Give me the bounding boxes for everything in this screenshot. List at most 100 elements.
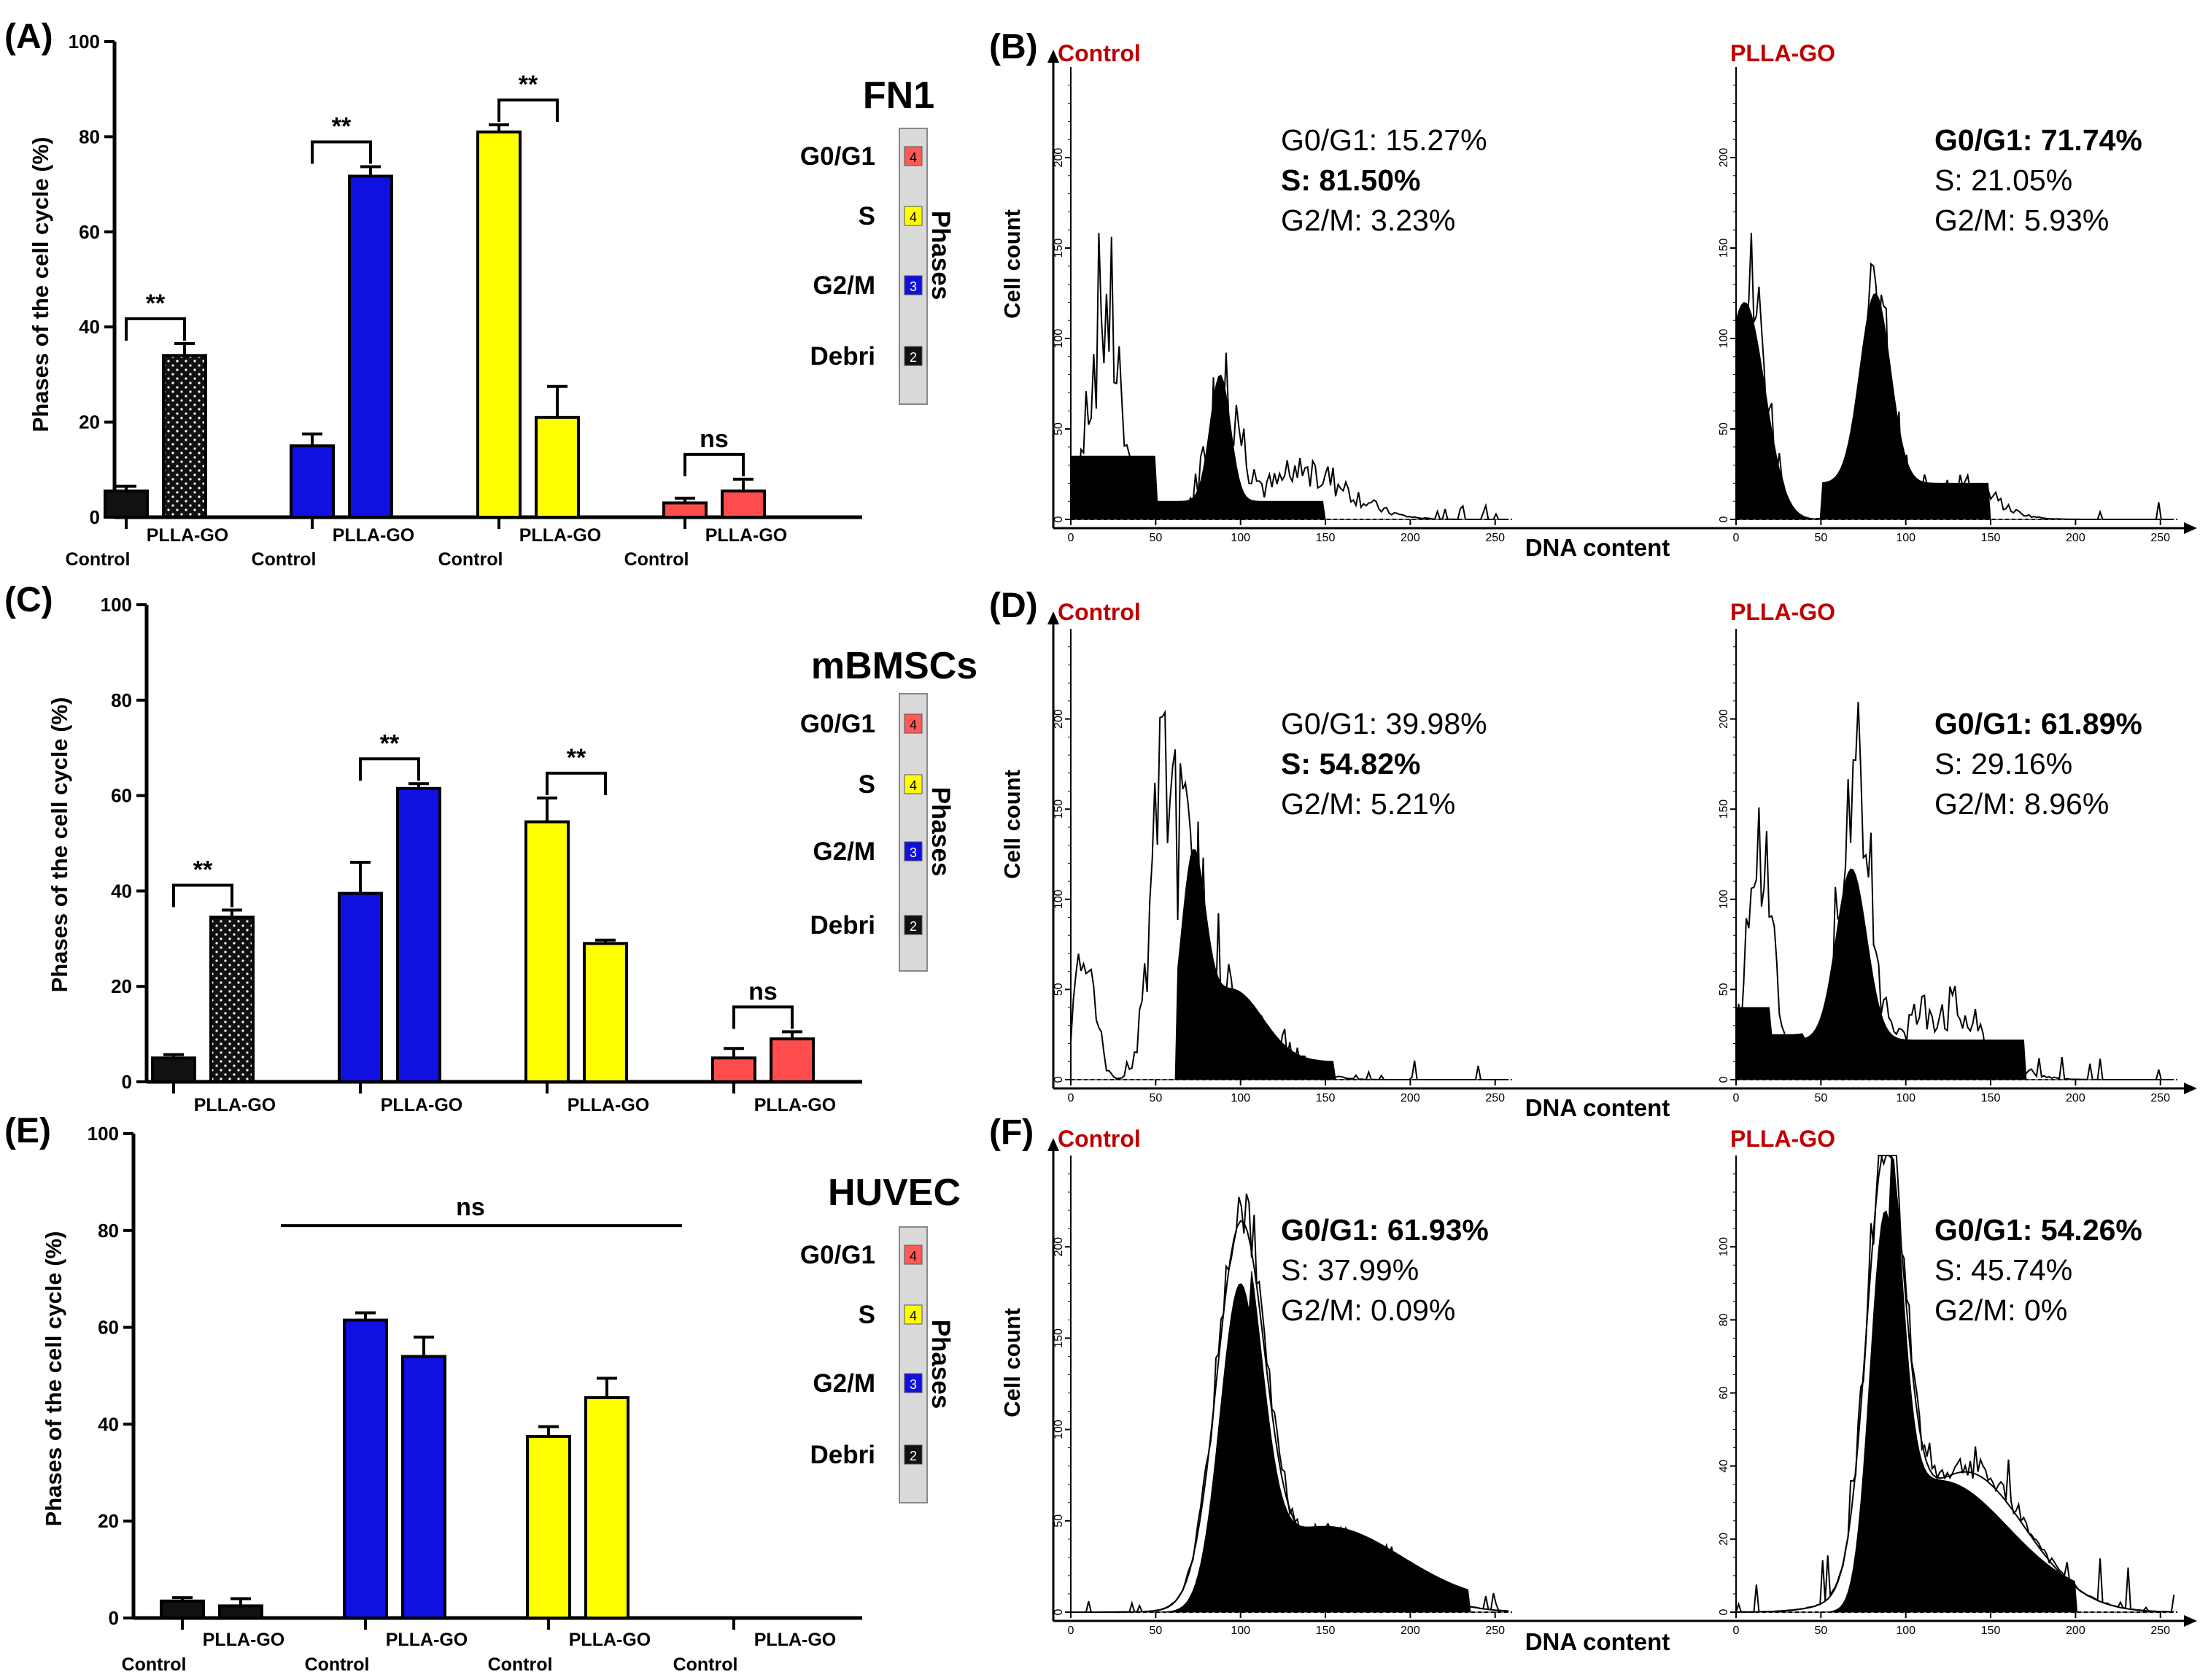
- legend-label: G0/G1: [800, 1241, 875, 1269]
- bar-control-debri: [151, 1056, 196, 1084]
- hist-f-control-title: Control: [1058, 1126, 1141, 1152]
- y-tick-label: 0: [1053, 1609, 1065, 1615]
- x-label-control: Control: [438, 549, 503, 570]
- significance-label: ns: [748, 978, 778, 1005]
- y-tick-label: 100: [1718, 1237, 1730, 1257]
- significance-bracket: [359, 757, 420, 781]
- x-label-pllago: PLLA-GO: [705, 525, 788, 546]
- x-tick-label: 50: [1149, 532, 1162, 544]
- y-tick-label: 40: [79, 316, 100, 338]
- legend-swatch-number: 4: [910, 1309, 917, 1323]
- stat-f-plla-2: G2/M: 0%: [1934, 1293, 2067, 1327]
- y-tick-label: 150: [1053, 1328, 1065, 1348]
- histogram-control: 0 50 100 150 200 0 50 100 150 200 250: [1053, 1156, 1512, 1637]
- significance-label: **: [146, 290, 166, 317]
- histogram-outline: [1070, 233, 1509, 520]
- y-axis-arrowhead: [1047, 1138, 1059, 1151]
- x-tick-label: 250: [1485, 1625, 1505, 1637]
- legend-label: Debri: [810, 1441, 875, 1469]
- bar-plla-go-debri: [209, 916, 255, 1083]
- legend-label: S: [859, 1301, 875, 1329]
- y-tick-label: 200: [1053, 1237, 1065, 1257]
- bar-plla-go-g0g1: [770, 1037, 815, 1084]
- legend-title-mbmscs: mBMSCs: [811, 645, 977, 687]
- significance-bracket: [546, 771, 607, 795]
- significance-label: **: [193, 856, 213, 884]
- y-tick-label: 20: [1718, 1533, 1730, 1546]
- hist-d-control-title: Control: [1058, 599, 1141, 625]
- y-tick-label: 80: [1718, 1313, 1730, 1326]
- legend-swatch-g2m: [904, 841, 923, 862]
- bar-charts: 020406080100PLLA-GOControl**PLLA-GOContr…: [66, 31, 955, 1675]
- stat-f-ctrl-1: S: 37.99%: [1281, 1253, 1419, 1287]
- significance-bracket: [732, 1005, 794, 1029]
- legend-swatch-g0g1: [904, 1244, 923, 1265]
- x-tick-label: 50: [1149, 1092, 1162, 1104]
- histogram-control: 0 50 100 150 200 0 50 100 150 200 250: [1053, 629, 1512, 1104]
- legend-swatch-number: 4: [910, 778, 917, 793]
- x-tick-label: 150: [1981, 532, 2001, 544]
- x-tick-label: 200: [1401, 1625, 1420, 1637]
- x-tick-label: 50: [1814, 532, 1827, 544]
- legend-label: Debri: [810, 342, 875, 371]
- legend-swatch-g0g1: [904, 713, 923, 734]
- y-tick-label: 200: [1718, 148, 1730, 168]
- x-label-control: Control: [66, 549, 131, 570]
- y-tick-label: 100: [1718, 329, 1730, 349]
- stat-d-plla-2: G2/M: 8.96%: [1934, 787, 2109, 821]
- bar-control-g0g1: [662, 501, 708, 519]
- y-tick-label: 100: [1053, 329, 1065, 349]
- significance-bracket: [497, 98, 559, 123]
- x-tick-label: 150: [1981, 1092, 2001, 1104]
- legend-swatch-s: [904, 206, 923, 226]
- bar-chart-1: 0 20 40 60 80 100 PLLA-GO ** PLLA-GO ** PLLA-GO ** P…: [101, 594, 955, 1115]
- significance-label: **: [332, 112, 352, 140]
- x-label-pllago: PLLA-GO: [147, 525, 229, 546]
- legend-swatch-number: 4: [910, 150, 917, 165]
- bar-plla-go-g2m: [396, 786, 441, 1084]
- overall-significance-label: ns: [456, 1193, 485, 1221]
- hist-b-control-title: Control: [1058, 40, 1141, 66]
- stat-f-ctrl-2: G2/M: 0.09%: [1281, 1293, 1455, 1327]
- x-label-pllago: PLLA-GO: [519, 525, 602, 546]
- x-tick-label: 0: [1068, 1092, 1074, 1104]
- legend-swatch-g2m: [904, 1373, 923, 1393]
- xlabel-b: DNA content: [1525, 534, 1670, 561]
- y-tick-label: 100: [1718, 889, 1730, 909]
- stat-b-plla-0: G0/G1: 71.74%: [1934, 123, 2142, 157]
- histogram-outline-secondary: [1736, 1155, 2174, 1613]
- significance-bracket: [125, 317, 186, 341]
- y-tick-label: 20: [98, 1510, 119, 1532]
- x-label-control: Control: [305, 1654, 370, 1675]
- panel-letter-c: (C): [4, 581, 53, 619]
- x-label-pllago: PLLA-GO: [194, 1095, 276, 1115]
- stat-b-ctrl-1: S: 81.50%: [1281, 163, 1420, 197]
- bar-control-s: [526, 1435, 571, 1619]
- stat-d-plla-0: G0/G1: 61.89%: [1934, 707, 2142, 740]
- y-tick-label: 150: [1053, 239, 1065, 258]
- legend-swatch-debri: [904, 346, 923, 366]
- y-tick-label: 80: [79, 125, 100, 147]
- x-tick-label: 0: [1068, 1625, 1074, 1637]
- ylabel-e: Phases of the cell cycle (%): [41, 1231, 66, 1527]
- legend-swatch-number: 4: [910, 210, 917, 225]
- x-label-pllago: PLLA-GO: [754, 1095, 837, 1115]
- y-tick-label: 40: [98, 1413, 119, 1435]
- legend-swatch-s: [904, 774, 923, 794]
- bar-plla-go-s: [583, 942, 628, 1083]
- bar-control-g2m: [290, 444, 335, 519]
- x-tick-label: 250: [2150, 1092, 2170, 1104]
- x-tick-label: 50: [1149, 1625, 1162, 1637]
- y-tick-label: 60: [1718, 1387, 1730, 1400]
- bar-plla-go-debri: [162, 354, 207, 519]
- legend-swatch-g0g1: [904, 146, 923, 166]
- hist-b-pllago-title: PLLA-GO: [1730, 40, 1835, 66]
- bar-plla-go-g0g1: [721, 489, 766, 519]
- legend-label: Debri: [810, 911, 875, 940]
- ylabel-f: Cell count: [999, 1308, 1025, 1417]
- x-axis-arrowhead: [2184, 522, 2197, 534]
- bar-plla-go-g2m: [348, 174, 393, 519]
